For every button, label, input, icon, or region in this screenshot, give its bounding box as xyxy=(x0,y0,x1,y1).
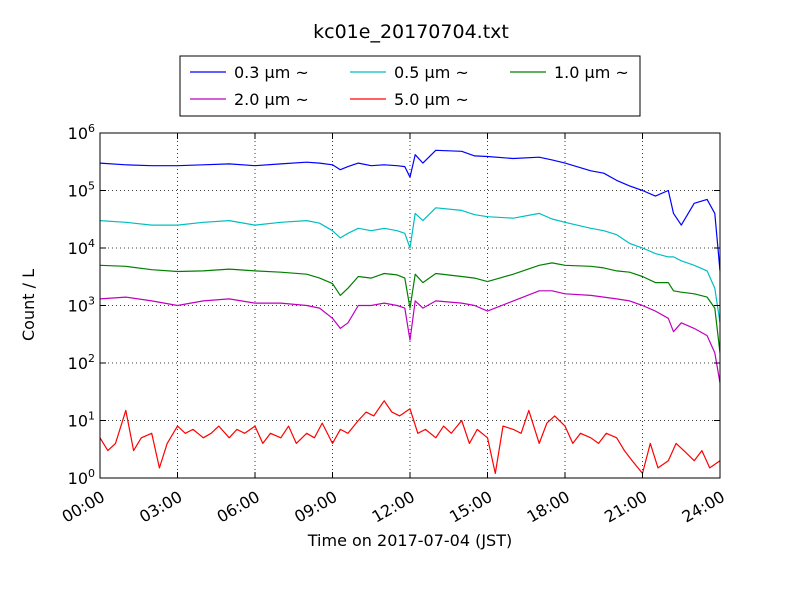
legend-label-0: 0.3 μm ~ xyxy=(234,63,309,82)
y-tick-exponent: 3 xyxy=(88,295,95,308)
y-tick-base: 10 xyxy=(68,412,88,431)
legend-label-3: 2.0 μm ~ xyxy=(234,90,309,109)
series-line-2 xyxy=(99,262,721,353)
x-tick-label: 06:00 xyxy=(214,487,263,527)
legend-label-4: 5.0 μm ~ xyxy=(394,90,469,109)
x-tick-labels: 00:00 03:00 06:00 09:00 12:00 15:00 18:00 21:00… xyxy=(59,487,728,527)
series-lines xyxy=(99,149,721,474)
y-tick-label: 101 xyxy=(68,410,95,431)
y-tick-label: 100 xyxy=(68,467,95,488)
series-line-0 xyxy=(99,149,721,271)
y-tick-exponent: 2 xyxy=(88,352,95,365)
y-axis-label: Count / L xyxy=(19,269,38,341)
legend-box xyxy=(179,55,641,117)
legend: 0.3 μm ~ 0.5 μm ~ 1.0 μm ~ 2.0 μm ~ 5.0 μm ~ xyxy=(179,55,641,117)
y-tick-base: 10 xyxy=(68,297,88,316)
y-tick-exponent: 0 xyxy=(88,467,95,480)
x-tick-label: 21:00 xyxy=(601,487,650,527)
y-tick-label: 102 xyxy=(68,352,95,373)
legend-label-2: 1.0 μm ~ xyxy=(554,63,629,82)
y-tick-base: 10 xyxy=(68,124,88,143)
axis-ticks xyxy=(99,132,721,479)
y-tick-exponent: 5 xyxy=(88,180,95,193)
series-line-3 xyxy=(99,290,721,384)
series-line-4 xyxy=(99,400,721,474)
x-tick-label: 03:00 xyxy=(136,487,185,527)
x-tick-label: 00:00 xyxy=(59,487,108,527)
y-tick-base: 10 xyxy=(68,354,88,373)
legend-label-1: 0.5 μm ~ xyxy=(394,63,469,82)
y-tick-base: 10 xyxy=(68,182,88,201)
y-tick-exponent: 1 xyxy=(88,410,95,423)
x-tick-label: 12:00 xyxy=(369,487,418,527)
chart-title: kc01e_20170704.txt xyxy=(313,21,509,43)
x-tick-label: 09:00 xyxy=(291,487,340,527)
y-tick-label: 104 xyxy=(68,237,95,258)
x-tick-label: 24:00 xyxy=(679,487,728,527)
series-line-1 xyxy=(99,207,721,323)
x-axis-label: Time on 2017-07-04 (JST) xyxy=(307,531,512,550)
y-tick-exponent: 4 xyxy=(88,237,95,250)
x-tick-label: 18:00 xyxy=(524,487,573,527)
y-tick-base: 10 xyxy=(68,469,88,488)
y-tick-label: 103 xyxy=(68,295,95,316)
y-tick-exponent: 6 xyxy=(88,122,95,135)
y-tick-label: 105 xyxy=(68,180,95,201)
y-tick-label: 106 xyxy=(68,122,95,143)
x-tick-label: 15:00 xyxy=(446,487,495,527)
y-tick-base: 10 xyxy=(68,239,88,258)
